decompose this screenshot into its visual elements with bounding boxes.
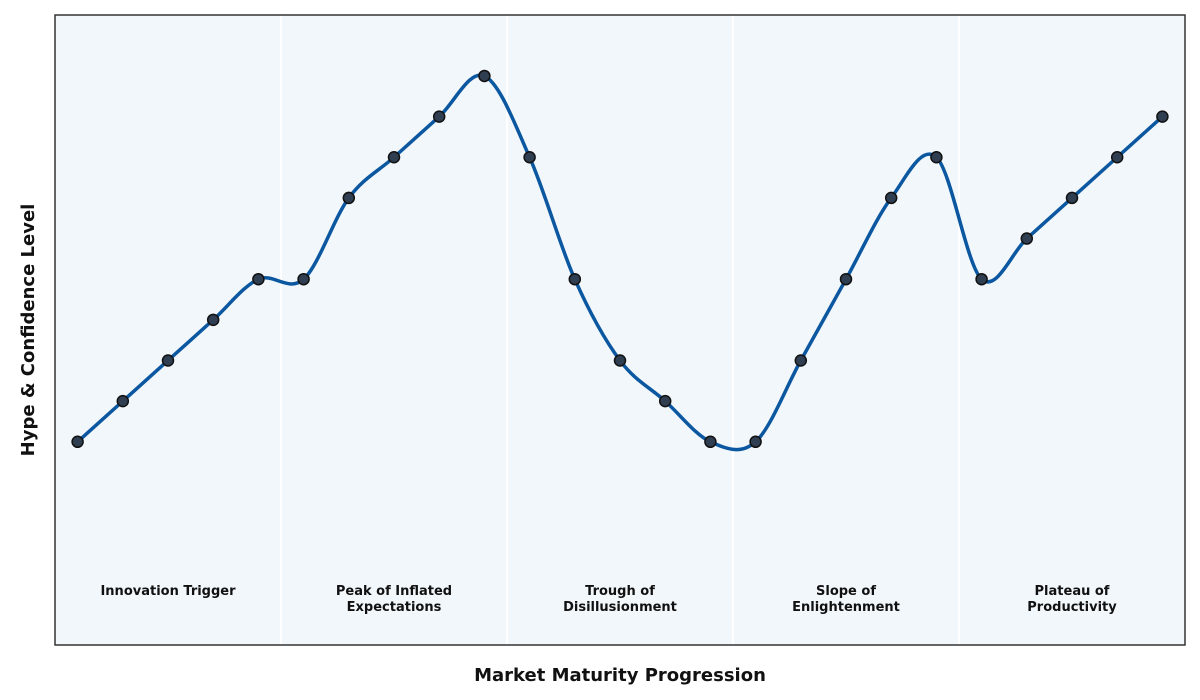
data-point — [342, 191, 356, 205]
plot-background — [55, 15, 1185, 645]
y-axis-title: Hype & Confidence Level — [18, 204, 39, 457]
phase-label: Innovation Trigger — [100, 584, 236, 599]
data-point — [975, 272, 988, 286]
data-point — [432, 110, 446, 123]
data-point — [206, 313, 220, 327]
data-point — [704, 435, 717, 449]
data-point — [749, 435, 762, 449]
phase-label: Peak of Inflated Expectations — [336, 584, 452, 615]
data-point — [71, 435, 84, 449]
data-points — [71, 69, 1169, 449]
data-point — [387, 151, 401, 164]
data-point — [613, 354, 627, 367]
data-point — [523, 151, 536, 164]
phase-label: Trough of Disillusionment — [563, 584, 677, 615]
data-point — [478, 69, 491, 83]
plot-frame — [54, 14, 1186, 646]
data-point — [252, 272, 265, 286]
data-point — [1156, 110, 1169, 123]
x-axis-title: Market Maturity Progression — [474, 665, 766, 686]
data-point — [884, 191, 898, 205]
data-point — [839, 272, 853, 286]
data-point — [161, 354, 175, 367]
data-point — [658, 394, 672, 408]
phase-label: Slope of Enlightenment — [792, 584, 900, 615]
data-point — [297, 272, 310, 286]
data-point — [1110, 151, 1124, 164]
phase-dividers — [280, 15, 960, 645]
data-point — [930, 151, 943, 164]
data-point — [794, 354, 808, 367]
phase-label: Plateau of Productivity — [1027, 584, 1117, 615]
phase-labels: Innovation Trigger Peak of Inflated Expect… — [100, 584, 1117, 615]
data-point — [1020, 232, 1034, 245]
data-point — [1065, 191, 1079, 205]
data-point — [116, 394, 130, 408]
data-point — [568, 272, 582, 286]
